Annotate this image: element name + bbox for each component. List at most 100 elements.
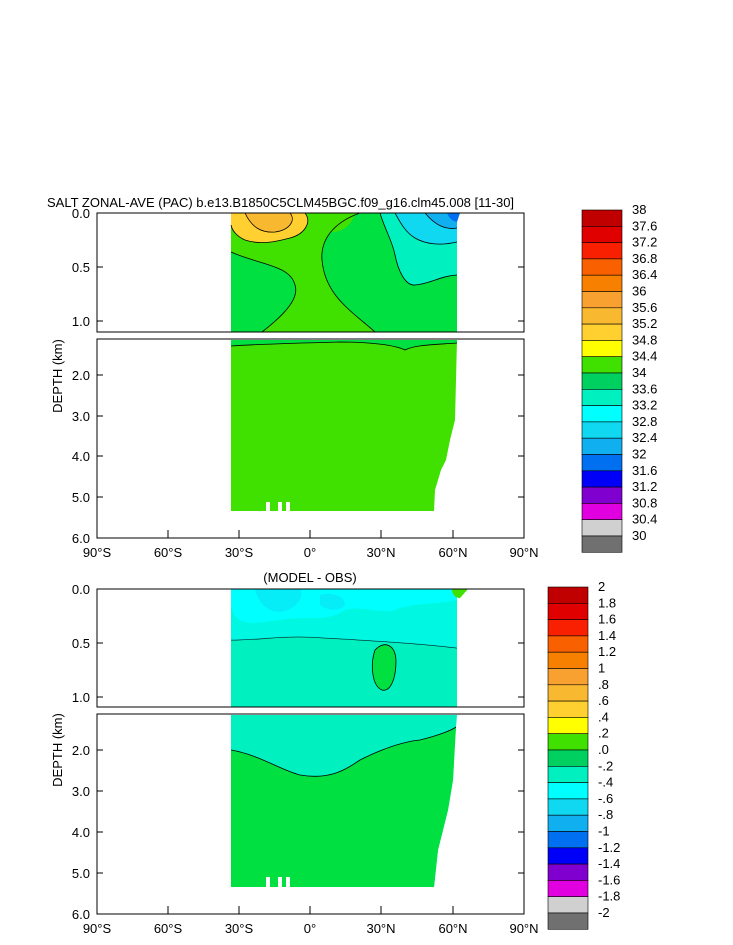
x-ticks-1: [96, 530, 525, 538]
colorbar-swatch: [581, 421, 623, 439]
colorbar-label: 2: [598, 579, 605, 594]
colorbar-swatch: [581, 405, 623, 423]
colorbar-swatch: [547, 684, 589, 702]
colorbar-swatch: [581, 454, 623, 472]
colorbar-label: 1.2: [598, 644, 616, 659]
colorbar-swatch: [547, 749, 589, 767]
colorbar-swatch: [547, 668, 589, 686]
ytick-label: 4.0: [72, 825, 90, 840]
colorbar-swatch: [581, 486, 623, 504]
y-ticks-2: [97, 588, 524, 874]
x-tick-labels-1: 90°S 60°S 30°S 0° 30°N 60°N 90°N: [83, 545, 539, 560]
colorbar-swatch: [547, 717, 589, 735]
upper-frame: [96, 212, 525, 333]
xtick-label: 60°S: [154, 545, 183, 560]
colorbar-swatch: [581, 535, 623, 553]
ytick-label: 5.0: [72, 490, 90, 505]
colorbar-swatch: [581, 323, 623, 341]
ytick-label: 0.5: [72, 260, 90, 275]
colorbar-swatch: [547, 651, 589, 669]
colorbar-swatch: [547, 896, 589, 914]
colorbar-swatch: [581, 209, 623, 227]
xtick-label: 30°S: [225, 545, 254, 560]
colorbar-label: 36.4: [632, 267, 657, 282]
xtick-label: 90°S: [83, 921, 112, 936]
colorbar-label: 35.6: [632, 300, 657, 315]
colorbar-label: 1: [598, 661, 605, 676]
colorbar-swatch: [547, 863, 589, 881]
ytick-label: 2.0: [72, 368, 90, 383]
colorbar-label: 34.4: [632, 349, 657, 364]
xtick-label: 30°S: [225, 921, 254, 936]
colorbar-label: 32.8: [632, 414, 657, 429]
colorbar-label: -1.2: [598, 840, 620, 855]
colorbar-label: 30.4: [632, 512, 657, 527]
x-ticks-2: [96, 906, 525, 914]
colorbar-swatch: [581, 340, 623, 357]
field-zero-region: [231, 727, 456, 887]
panel-model-obs: (MODEL - OBS): [50, 570, 620, 936]
colorbar-swatch: [547, 782, 589, 800]
colorbar-label: 35.2: [632, 316, 657, 331]
colorbar-label: -.6: [598, 791, 613, 806]
colorbar-label: -1.4: [598, 856, 620, 871]
lower-field-2: [230, 715, 457, 887]
upper-field: [230, 212, 460, 333]
colorbar-label: .4: [598, 709, 609, 724]
panel-salinity: SALT ZONAL-AVE (PAC) b.e13.B1850C5CLM45B…: [47, 195, 657, 560]
colorbar-label: 33.2: [632, 398, 657, 413]
ytick-label: 1.0: [72, 314, 90, 329]
colorbar-swatch: [547, 635, 589, 653]
y-tick-labels-2: 0.0 0.5 1.0 2.0 3.0 4.0 5.0 6.0: [72, 582, 90, 922]
colorbar-swatch: [581, 372, 623, 390]
xtick-label: 0°: [304, 545, 316, 560]
colorbar-swatch: [547, 880, 589, 898]
colorbar-swatch: [581, 307, 623, 325]
lower-field: [230, 340, 458, 512]
colorbar-swatch: [581, 503, 623, 520]
colorbar-model-obs: 21.81.61.41.21.8.6.4.2.0-.2-.4-.6-.8-1-1…: [547, 579, 620, 930]
colorbar-label: 32: [632, 447, 646, 462]
ytick-label: 2.0: [72, 743, 90, 758]
y-axis-label: DEPTH (km): [50, 339, 65, 413]
colorbar-swatch: [547, 814, 589, 832]
colorbar-label: 34.8: [632, 332, 657, 347]
colorbar-label: 37.2: [632, 235, 657, 250]
ytick-label: 0.0: [72, 206, 90, 221]
colorbar-label: 30.8: [632, 495, 657, 510]
colorbar-label: 30: [632, 528, 646, 543]
colorbar-swatch: [547, 586, 589, 604]
ytick-label: 0.0: [72, 582, 90, 597]
ytick-label: 6.0: [72, 907, 90, 922]
colorbar-label: -.8: [598, 807, 613, 822]
colorbar-swatch: [547, 798, 589, 816]
xtick-label: 60°S: [154, 921, 183, 936]
xtick-label: 30°N: [366, 545, 395, 560]
x-tick-labels-2: 90°S 60°S 30°S 0° 30°N 60°N 90°N: [83, 921, 539, 936]
y-tick-labels-1: 0.0 0.5 1.0 2.0 3.0 4.0 5.0 6.0: [72, 206, 90, 546]
colorbar-swatch: [547, 602, 589, 620]
ytick-label: 5.0: [72, 866, 90, 881]
colorbar-label: .6: [598, 693, 609, 708]
colorbar-swatch: [581, 274, 623, 292]
upper-frame: [96, 588, 525, 708]
chart-title: SALT ZONAL-AVE (PAC) b.e13.B1850C5CLM45B…: [47, 195, 514, 210]
colorbar-swatch: [581, 388, 623, 406]
colorbar-swatch: [581, 242, 623, 260]
colorbar-swatch: [547, 912, 589, 930]
ytick-label: 3.0: [72, 784, 90, 799]
colorbar-label: .8: [598, 677, 609, 692]
colorbar-label: -1.6: [598, 872, 620, 887]
field-deep-top: [231, 340, 457, 350]
colorbar-label: -.4: [598, 775, 613, 790]
colorbar-swatch: [581, 226, 623, 243]
field-pos-blob: [371, 644, 397, 691]
xtick-label: 90°N: [509, 921, 538, 936]
colorbar-swatch: [581, 291, 623, 309]
field-eq-patch: [317, 213, 355, 232]
ytick-label: 6.0: [72, 531, 90, 546]
colorbar-swatch: [547, 847, 589, 865]
field-32-8-region: [425, 213, 457, 229]
colorbar-label: 34: [632, 365, 646, 380]
